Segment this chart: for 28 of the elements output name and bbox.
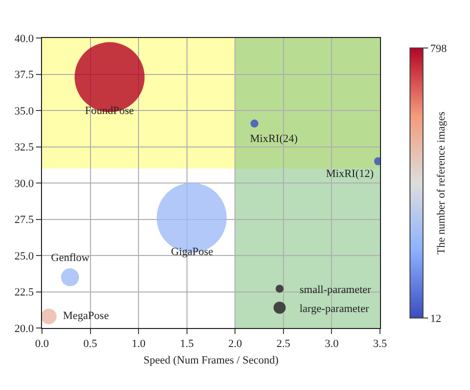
y-tick-label: 35.0 xyxy=(14,105,34,118)
x-axis-title: Speed (Num Frames / Second) xyxy=(143,354,279,366)
color-bar-label: 12 xyxy=(430,312,442,325)
annotation: Genflow xyxy=(51,252,90,264)
y-tick-label: 22.5 xyxy=(14,286,34,299)
y-tick-label: 20.0 xyxy=(14,322,34,335)
annotation: MegaPose xyxy=(63,310,109,322)
annotation: MixRI(24) xyxy=(250,133,298,145)
x-tick-label: 0.5 xyxy=(83,338,98,350)
x-tick-label: 2.0 xyxy=(228,338,243,350)
annotation: MixRI(12) xyxy=(326,168,374,180)
color-bar-title: The number of reference images xyxy=(435,112,448,254)
y-tick-label: 40.0 xyxy=(14,32,34,45)
y-tick-label: 27.5 xyxy=(14,214,34,226)
x-tick-label: 2.5 xyxy=(276,338,291,350)
y-tick-label: 25.0 xyxy=(14,250,34,262)
legend-label: small-parameter xyxy=(300,284,372,296)
x-tick-label: 1.0 xyxy=(132,338,146,350)
x-tick-label: 3.5 xyxy=(373,338,388,350)
annotation: GigaPose xyxy=(171,246,214,258)
x-tick-label: 3.0 xyxy=(324,338,340,350)
color-bar-label: 798 xyxy=(430,42,448,55)
y-tick-label: 37.5 xyxy=(14,69,34,82)
x-tick-label: 1.5 xyxy=(180,338,194,350)
x-tick-label: 0.0 xyxy=(35,338,50,350)
y-tick-label: 30.0 xyxy=(14,178,34,190)
y-tick-label: 32.5 xyxy=(14,142,34,154)
legend-label: large-parameter xyxy=(300,302,370,315)
